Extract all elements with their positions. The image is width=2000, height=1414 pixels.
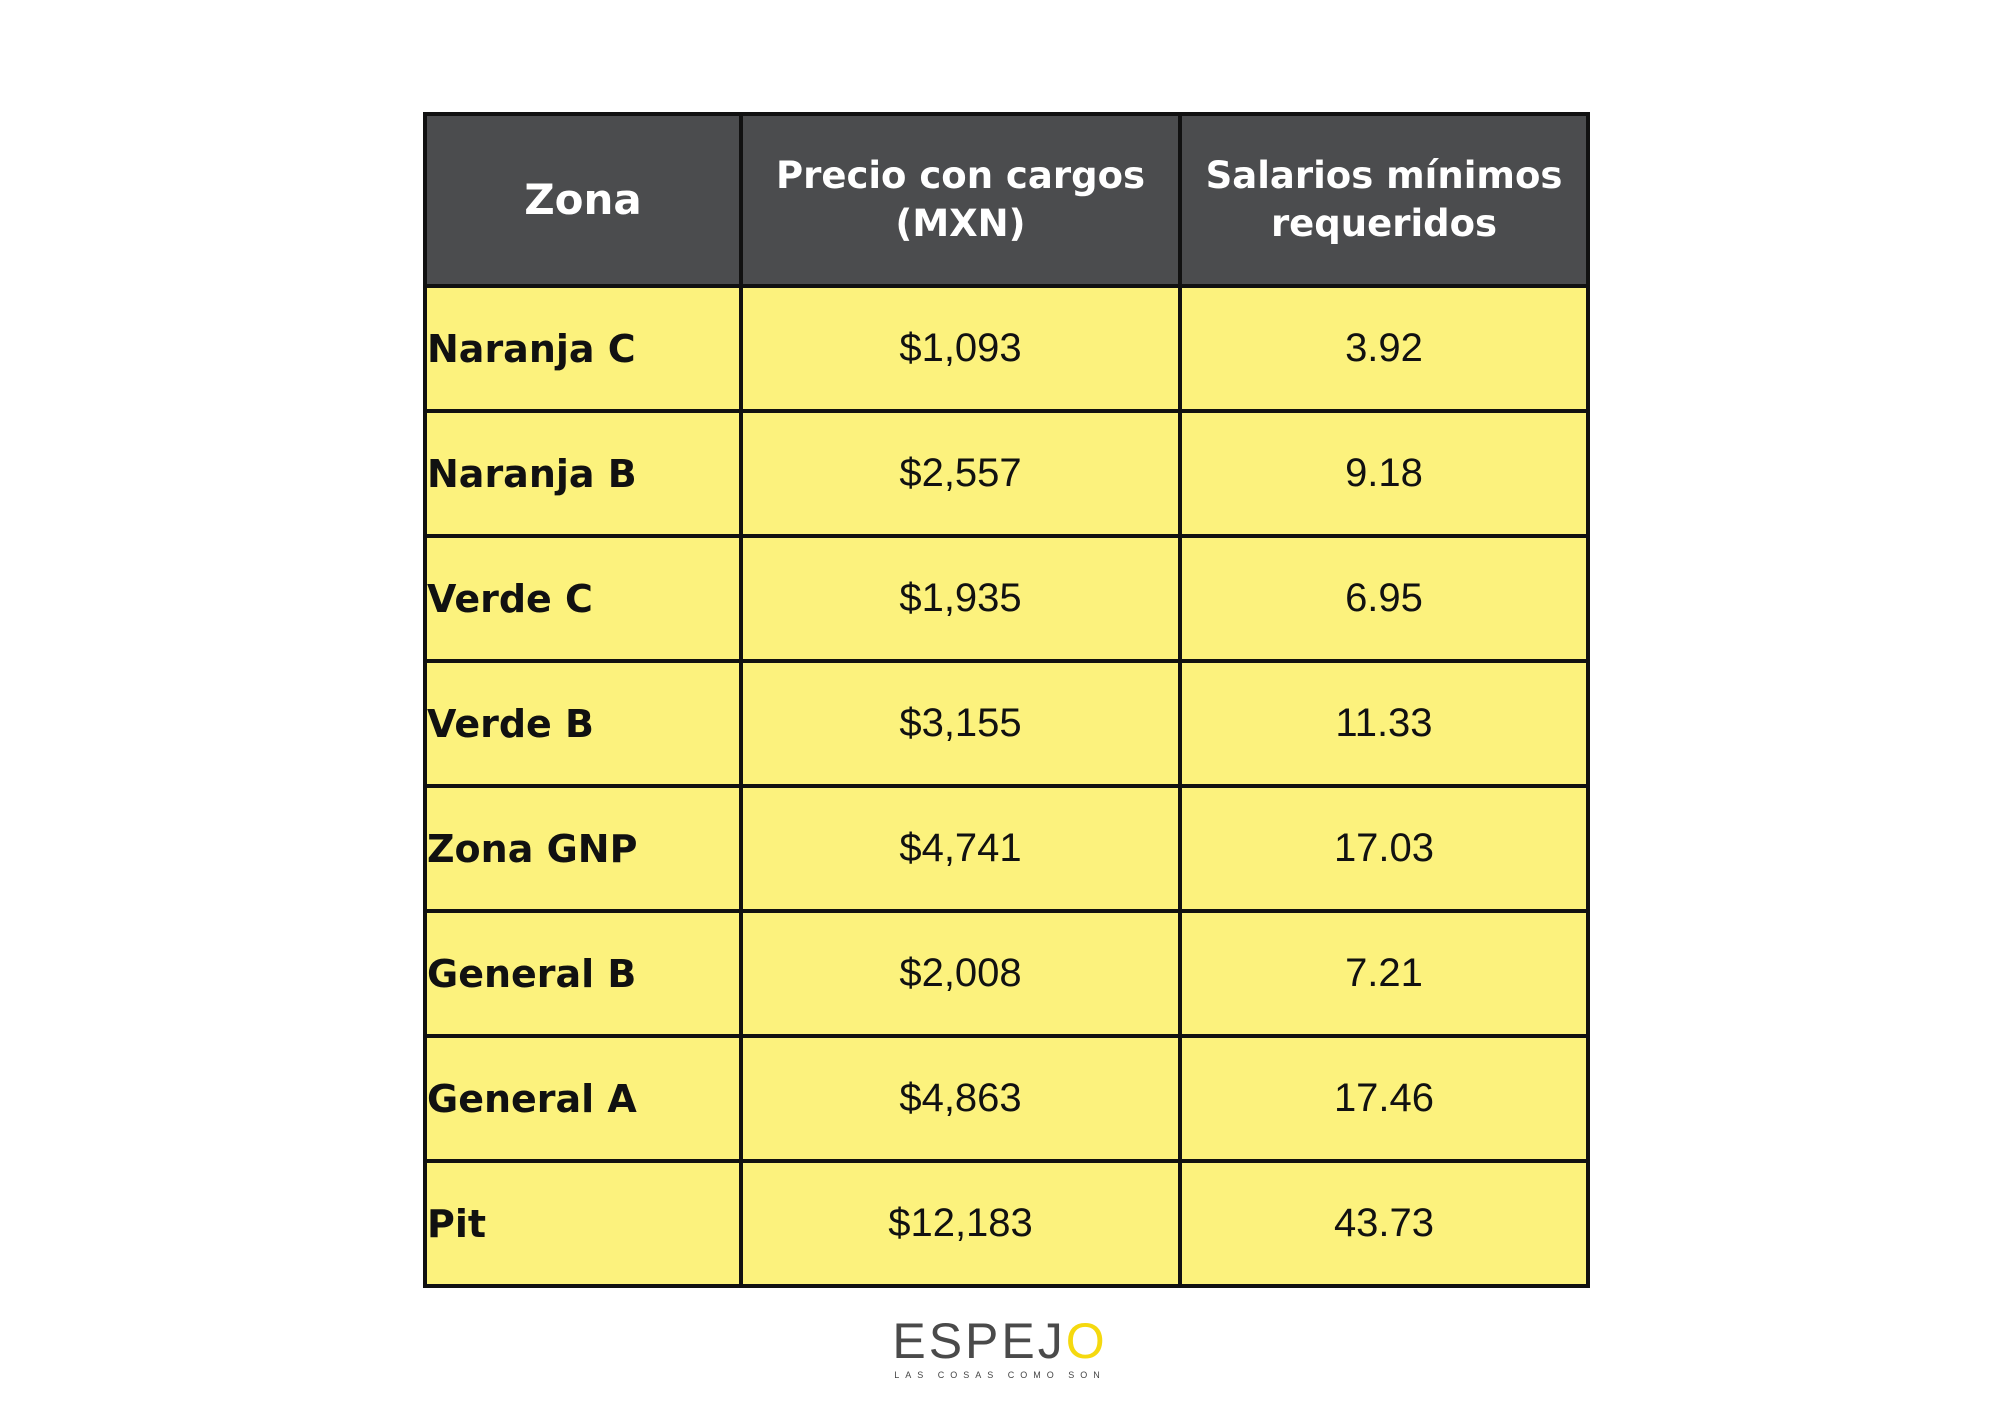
zona-cell: Naranja B bbox=[423, 409, 743, 538]
salarios-cell: 6.95 bbox=[1178, 534, 1590, 663]
salarios-cell: 17.46 bbox=[1178, 1034, 1590, 1163]
precio-cell: $3,155 bbox=[739, 659, 1182, 788]
table-row: Zona GNP $4,741 17.03 bbox=[423, 784, 1590, 913]
table-row: General A $4,863 17.46 bbox=[423, 1034, 1590, 1163]
table-row: Naranja B $2,557 9.18 bbox=[423, 409, 1590, 538]
zona-cell: General B bbox=[423, 909, 743, 1038]
salarios-cell: 7.21 bbox=[1178, 909, 1590, 1038]
salarios-cell: 11.33 bbox=[1178, 659, 1590, 788]
precio-cell: $1,093 bbox=[739, 284, 1182, 413]
zona-cell: Pit bbox=[423, 1159, 743, 1288]
salarios-cell: 43.73 bbox=[1178, 1159, 1590, 1288]
table-row: Verde C $1,935 6.95 bbox=[423, 534, 1590, 663]
salarios-cell: 9.18 bbox=[1178, 409, 1590, 538]
precio-cell: $2,008 bbox=[739, 909, 1182, 1038]
header-zona-label: Zona bbox=[524, 174, 642, 224]
logo-wordmark: ESPEJO bbox=[0, 1316, 2000, 1366]
table-row: Naranja C $1,093 3.92 bbox=[423, 284, 1590, 413]
zona-cell: Verde B bbox=[423, 659, 743, 788]
table-row: General B $2,008 7.21 bbox=[423, 909, 1590, 1038]
precio-cell: $4,863 bbox=[739, 1034, 1182, 1163]
header-salarios-line1: Salarios mínimos bbox=[1205, 153, 1563, 197]
table-header: Zona Precio con cargos (MXN) Salarios mí… bbox=[423, 112, 1590, 288]
header-salarios-line2: requeridos bbox=[1270, 202, 1498, 245]
logo-wordmark-accent: O bbox=[1065, 1313, 1108, 1369]
logo-wordmark-main: ESPEJ bbox=[892, 1313, 1066, 1369]
header-precio-line1: Precio con cargos bbox=[775, 153, 1146, 197]
table-row: Pit $12,183 43.73 bbox=[423, 1159, 1590, 1288]
table-body: Naranja C $1,093 3.92 Naranja B $2,557 9… bbox=[423, 284, 1590, 1288]
salarios-cell: 3.92 bbox=[1178, 284, 1590, 413]
zona-cell: Naranja C bbox=[423, 284, 743, 413]
price-table-container: Zona Precio con cargos (MXN) Salarios mí… bbox=[423, 112, 1590, 1288]
precio-cell: $12,183 bbox=[739, 1159, 1182, 1288]
header-precio: Precio con cargos (MXN) bbox=[739, 112, 1182, 288]
header-salarios: Salarios mínimos requeridos bbox=[1178, 112, 1590, 288]
precio-cell: $4,741 bbox=[739, 784, 1182, 913]
table-row: Verde B $3,155 11.33 bbox=[423, 659, 1590, 788]
espejo-logo: ESPEJO LAS COSAS COMO SON bbox=[0, 1316, 2000, 1380]
header-row: Zona Precio con cargos (MXN) Salarios mí… bbox=[423, 112, 1590, 288]
zona-cell: General A bbox=[423, 1034, 743, 1163]
header-precio-line2: (MXN) bbox=[895, 202, 1026, 245]
precio-cell: $2,557 bbox=[739, 409, 1182, 538]
header-zona: Zona bbox=[423, 112, 743, 288]
price-table: Zona Precio con cargos (MXN) Salarios mí… bbox=[423, 112, 1590, 1288]
salarios-cell: 17.03 bbox=[1178, 784, 1590, 913]
zona-cell: Zona GNP bbox=[423, 784, 743, 913]
zona-cell: Verde C bbox=[423, 534, 743, 663]
precio-cell: $1,935 bbox=[739, 534, 1182, 663]
logo-tagline: LAS COSAS COMO SON bbox=[894, 1370, 1106, 1380]
